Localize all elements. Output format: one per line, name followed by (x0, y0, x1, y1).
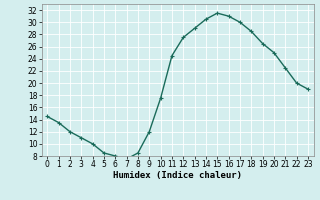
X-axis label: Humidex (Indice chaleur): Humidex (Indice chaleur) (113, 171, 242, 180)
